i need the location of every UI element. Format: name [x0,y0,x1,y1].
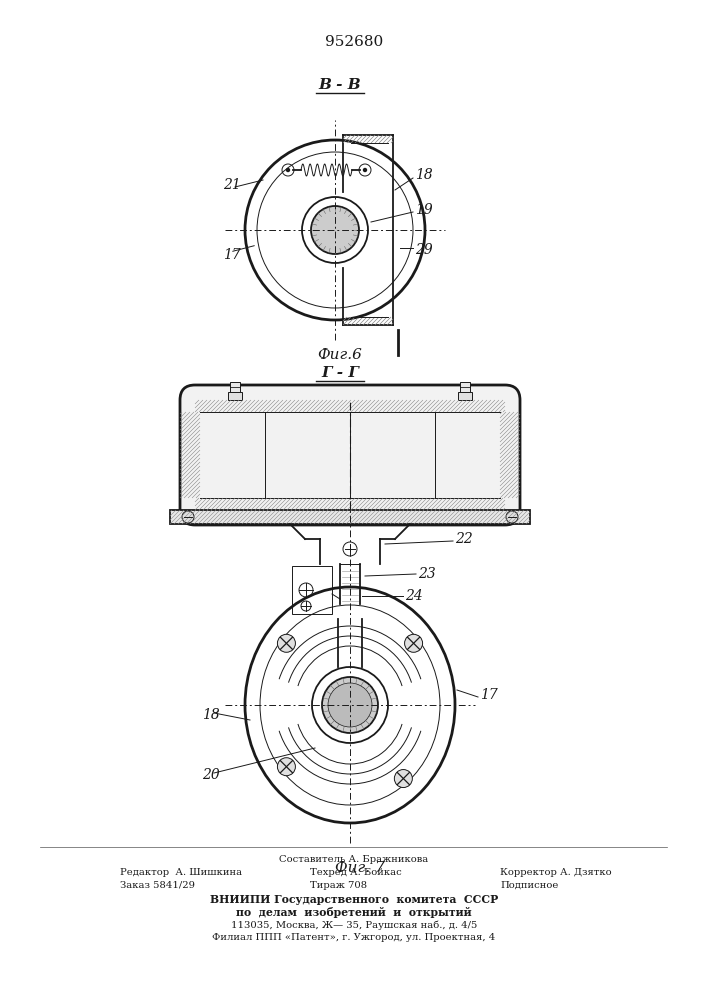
Text: Заказ 5841/29: Заказ 5841/29 [120,881,195,890]
Text: Фиг. 7: Фиг. 7 [335,861,385,875]
Circle shape [328,683,372,727]
Text: 29: 29 [415,243,433,257]
Circle shape [277,758,296,776]
Text: 23: 23 [418,567,436,581]
Text: 18: 18 [415,168,433,182]
Text: B - B: B - B [319,78,361,92]
Text: Филиал ППП «Патент», г. Ужгород, ул. Проектная, 4: Филиал ППП «Патент», г. Ужгород, ул. Про… [212,933,496,942]
Circle shape [322,677,378,733]
Text: 17: 17 [223,248,241,262]
Circle shape [277,634,296,652]
Bar [458,392,472,400]
Text: Тираж 708: Тираж 708 [310,881,367,890]
Circle shape [506,511,518,523]
Text: 952680: 952680 [325,35,383,49]
Bar [230,382,240,392]
Circle shape [363,168,366,172]
Text: 24: 24 [405,589,423,603]
Text: 21: 21 [223,178,241,192]
Text: 18: 18 [202,708,220,722]
Text: Редактор  А. Шишкина: Редактор А. Шишкина [120,868,242,877]
Text: 19: 19 [415,203,433,217]
Text: 20: 20 [202,768,220,782]
Circle shape [311,206,359,254]
Text: Техред А. Бойкас: Техред А. Бойкас [310,868,402,877]
Text: Составитель А. Бражникова: Составитель А. Бражникова [279,855,428,864]
FancyBboxPatch shape [180,385,520,525]
Text: Г - Г: Г - Г [321,366,359,380]
Text: Корректор А. Дзятко: Корректор А. Дзятко [500,868,612,877]
Circle shape [286,168,289,172]
Text: ВНИИПИ Государственного  комитета  СССР: ВНИИПИ Государственного комитета СССР [210,894,498,905]
Bar [292,566,332,614]
Circle shape [395,770,412,788]
Circle shape [404,634,423,652]
Text: 22: 22 [455,532,473,546]
Text: Фиг.6: Фиг.6 [317,348,363,362]
Text: по  делам  изобретений  и  открытий: по делам изобретений и открытий [236,907,472,918]
Text: 113035, Москва, Ж— 35, Раушская наб., д. 4/5: 113035, Москва, Ж— 35, Раушская наб., д.… [230,920,477,930]
Text: Подписное: Подписное [500,881,559,890]
Bar [170,510,530,524]
Circle shape [182,511,194,523]
Bar [460,382,470,392]
Text: 17: 17 [480,688,498,702]
Bar [228,392,242,400]
